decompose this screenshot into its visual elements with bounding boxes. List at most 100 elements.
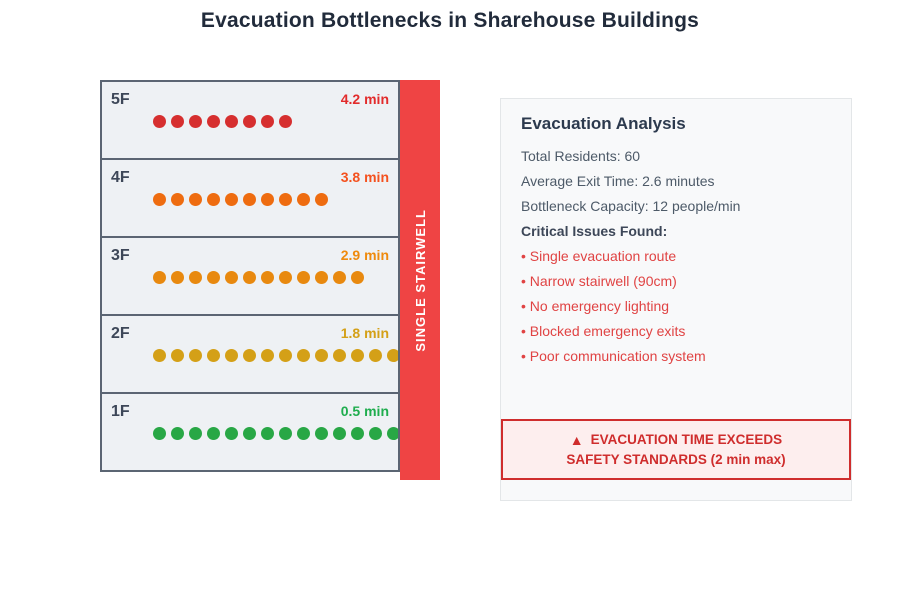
floor-header: 2F 1.8 min [102,316,398,343]
warning-triangle-icon: ▲ [569,432,584,448]
floor-header: 3F 2.9 min [102,238,398,265]
resident-dot [207,271,220,284]
analysis-panel-content: Evacuation Analysis Total Residents: 60 A… [501,99,851,369]
floor-header: 5F 4.2 min [102,82,398,109]
stairwell-bar: SINGLE STAIRWELL [400,80,440,480]
resident-dot [153,349,166,362]
resident-dot [171,349,184,362]
resident-dots-row [153,427,398,440]
floor-label: 5F [111,91,130,108]
resident-dot [225,349,238,362]
critical-issue-item: No emergency lighting [521,294,831,319]
floor-4f: 4F 3.8 min [100,158,400,238]
resident-dot [261,271,274,284]
critical-issue-item: Single evacuation route [521,244,831,269]
resident-dot [351,427,364,440]
resident-dot [243,115,256,128]
resident-dot [369,427,382,440]
resident-dot [189,115,202,128]
floor-label: 4F [111,169,130,186]
warning-text-line-1: EVACUATION TIME EXCEEDS [590,432,783,447]
resident-dot [207,427,220,440]
resident-dot [369,349,382,362]
resident-dots-row [153,349,398,362]
resident-dot [387,349,398,362]
resident-dots-row [153,115,297,128]
resident-dot [153,115,166,128]
resident-dot [315,271,328,284]
resident-dot [225,271,238,284]
floor-2f: 2F 1.8 min [100,314,400,394]
resident-dot [153,193,166,206]
resident-dot [243,349,256,362]
evacuation-analysis-panel: Evacuation Analysis Total Residents: 60 A… [500,98,852,501]
resident-dot [207,115,220,128]
floor-header: 4F 3.8 min [102,160,398,187]
resident-dot [297,349,310,362]
resident-dot [333,271,346,284]
building-floor-stack: 5F 4.2 min 4F 3.8 min 3F 2.9 min 2F 1.8 min 1F 0.… [100,80,400,472]
floor-label: 1F [111,403,130,420]
floor-3f: 3F 2.9 min [100,236,400,316]
analysis-stats-list: Total Residents: 60 Average Exit Time: 2.… [521,144,831,219]
resident-dot [207,349,220,362]
analysis-heading: Evacuation Analysis [521,114,686,133]
floor-exit-time: 4.2 min [340,91,389,107]
resident-dot [171,271,184,284]
critical-issues-list: Single evacuation routeNarrow stairwell … [521,244,831,369]
resident-dot [171,115,184,128]
resident-dot [261,193,274,206]
floor-exit-time: 1.8 min [340,325,389,341]
resident-dot [153,271,166,284]
resident-dot [189,193,202,206]
resident-dot [261,115,274,128]
resident-dot [261,349,274,362]
resident-dot [225,115,238,128]
resident-dot [333,349,346,362]
floor-5f: 5F 4.2 min [100,80,400,160]
resident-dot [351,349,364,362]
floor-header: 1F 0.5 min [102,394,398,421]
resident-dot [189,349,202,362]
floor-exit-time: 2.9 min [340,247,389,263]
resident-dot [261,427,274,440]
resident-dot [351,271,364,284]
warning-text-line-2: SAFETY STANDARDS (2 min max) [566,452,786,467]
resident-dot [315,193,328,206]
floor-label: 3F [111,247,130,264]
critical-issue-item: Narrow stairwell (90cm) [521,269,831,294]
warning-line-1: ▲ EVACUATION TIME EXCEEDS [570,429,782,450]
floor-exit-time: 0.5 min [340,403,389,419]
analysis-stat: Average Exit Time: 2.6 minutes [521,173,715,189]
resident-dot [279,427,292,440]
resident-dot [315,427,328,440]
resident-dot [171,427,184,440]
floor-1f: 1F 0.5 min [100,392,400,472]
resident-dot [297,271,310,284]
analysis-stat: Total Residents: 60 [521,148,641,164]
resident-dot [279,193,292,206]
resident-dot [225,427,238,440]
critical-issue-item: Poor communication system [521,344,831,369]
resident-dot [189,271,202,284]
resident-dot [387,427,398,440]
resident-dot [279,271,292,284]
resident-dot [297,427,310,440]
resident-dots-row [153,271,369,284]
page-title: Evacuation Bottlenecks in Sharehouse Bui… [200,9,700,32]
resident-dot [243,427,256,440]
critical-issue-item: Blocked emergency exits [521,319,831,344]
safety-warning-box: ▲ EVACUATION TIME EXCEEDS SAFETY STANDARD… [501,419,851,480]
floor-exit-time: 3.8 min [340,169,389,185]
resident-dot [225,193,238,206]
resident-dots-row [153,193,333,206]
resident-dot [315,349,328,362]
resident-dot [279,115,292,128]
critical-issues-heading: Critical Issues Found: [521,223,668,239]
resident-dot [207,193,220,206]
resident-dot [279,349,292,362]
resident-dot [153,427,166,440]
resident-dot [333,427,346,440]
resident-dot [243,271,256,284]
resident-dot [243,193,256,206]
